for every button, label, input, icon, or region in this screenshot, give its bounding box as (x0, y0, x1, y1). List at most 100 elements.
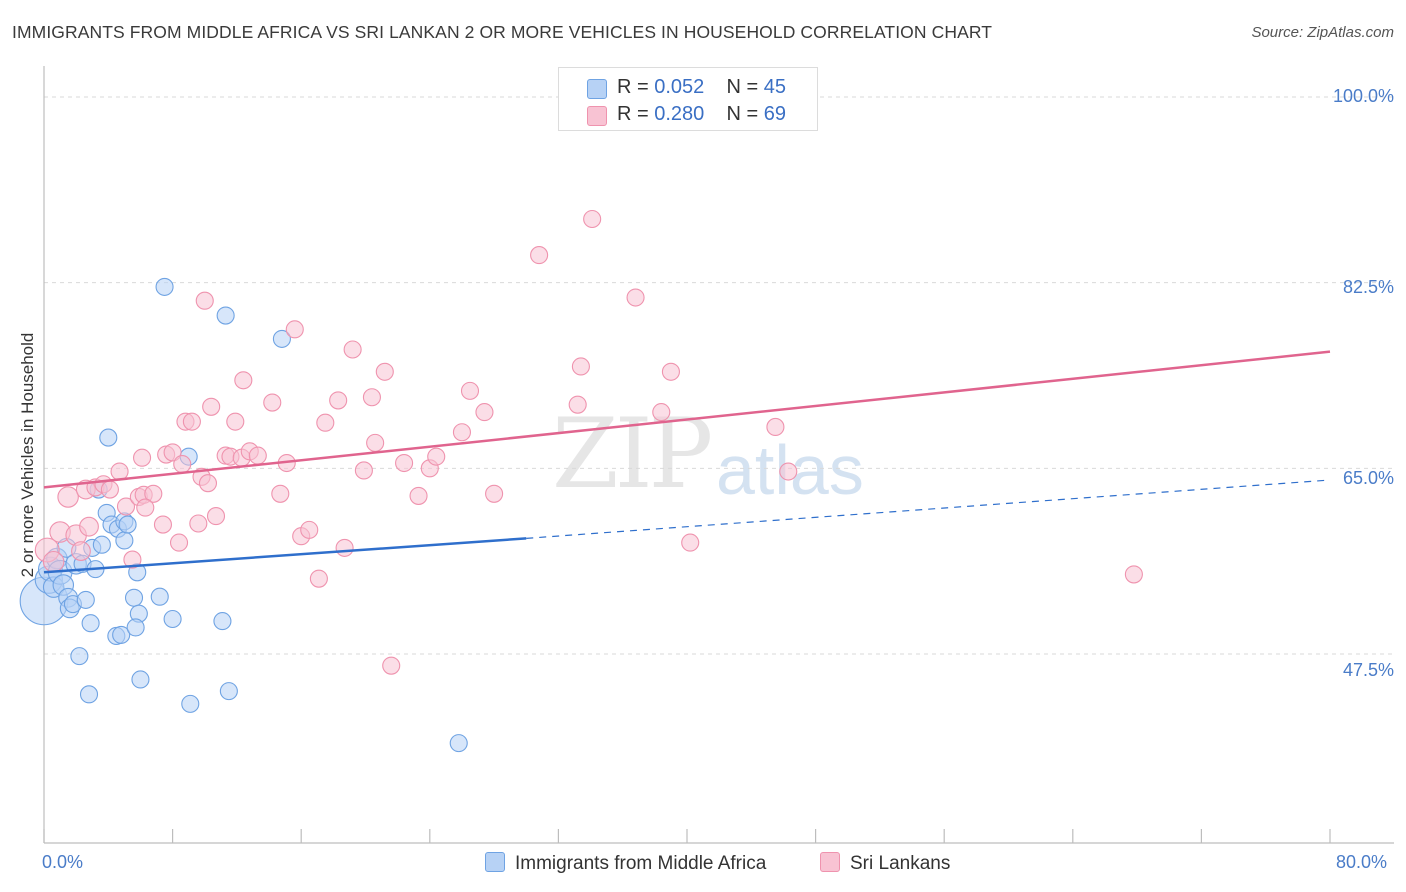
point-sri-lankan-3 (57, 486, 79, 508)
point-sri-lankan-37 (234, 371, 253, 390)
point-sri-lankan-56 (409, 486, 428, 505)
point-middle-africa-37 (163, 609, 182, 629)
point-middle-africa-27 (115, 531, 134, 550)
point-sri-lankan-10 (100, 480, 119, 499)
point-sri-lankan-31 (206, 507, 226, 526)
point-sri-lankan-5 (71, 541, 91, 561)
bottom-legend-swatch-pink (820, 852, 840, 872)
point-sri-lankan-69 (661, 362, 680, 381)
point-sri-lankan-30 (202, 397, 221, 416)
point-middle-africa-39 (181, 694, 200, 713)
point-sri-lankan-7 (79, 516, 99, 537)
correlation-legend: R = 0.052 N = 45 R = 0.280 N = 69 (558, 67, 818, 131)
point-sri-lankan-51 (362, 388, 381, 407)
point-sri-lankan-28 (195, 291, 214, 310)
point-middle-africa-34 (126, 618, 145, 637)
point-sri-lankan-44 (300, 520, 319, 539)
point-sri-lankan-22 (169, 533, 189, 552)
point-sri-lankan-55 (395, 453, 414, 473)
point-sri-lankan-60 (460, 381, 480, 400)
point-sri-lankan-26 (189, 514, 208, 533)
legend-swatch-pink (587, 106, 607, 126)
point-sri-lankan-58 (427, 447, 446, 466)
point-sri-lankan-21 (163, 443, 182, 462)
legend-swatch-blue (587, 79, 607, 99)
legend-r-value: 0.280 (654, 103, 705, 125)
point-sri-lankan-48 (335, 538, 354, 557)
y-axis-label: 2 or more Vehicles in Household (18, 332, 37, 578)
point-sri-lankan-72 (779, 462, 798, 481)
x-tick-label-max: 80.0% (1336, 852, 1388, 872)
point-sri-lankan-53 (375, 362, 394, 381)
point-middle-africa-36 (155, 277, 174, 296)
y-tick-label-82-5: 82.5% (1342, 277, 1394, 297)
legend-r-value: 0.052 (654, 76, 705, 98)
point-sri-lankan-34 (226, 412, 245, 431)
watermark-zip: ZIP (552, 398, 713, 510)
legend-n-value: 69 (763, 103, 787, 125)
bottom-legend-label: Immigrants from Middle Africa (515, 853, 767, 874)
point-sri-lankan-17 (133, 448, 152, 467)
point-middle-africa-16 (81, 614, 100, 633)
point-sri-lankan-67 (626, 288, 645, 307)
trend-line-sri-lankan (43, 350, 1331, 489)
point-sri-lankan-66 (583, 209, 602, 229)
point-sri-lankan-29 (198, 474, 218, 493)
point-sri-lankan-18 (136, 498, 155, 517)
point-sri-lankan-45 (309, 569, 328, 588)
legend-r-label: R = (617, 103, 655, 125)
point-sri-lankan-19 (153, 515, 173, 534)
point-sri-lankan-54 (382, 656, 401, 675)
point-sri-lankan-12 (116, 497, 136, 516)
y-tick-label-65: 65.0% (1342, 468, 1394, 488)
point-sri-lankan-11 (110, 462, 129, 481)
point-middle-africa-35 (150, 587, 169, 606)
point-sri-lankan-70 (681, 533, 700, 552)
point-middle-africa-30 (124, 588, 144, 607)
point-middle-africa-40 (213, 612, 232, 631)
point-sri-lankan-46 (316, 413, 335, 432)
trend-line-middle-africa-extension (526, 479, 1331, 539)
trend-line-middle-africa (43, 537, 527, 574)
point-sri-lankan-40 (271, 484, 290, 503)
legend-r-label: R = (617, 76, 655, 98)
point-sri-lankan-59 (452, 423, 472, 442)
y-tick-label-100: 100.0% (1332, 86, 1394, 106)
point-sri-lankan-71 (766, 417, 785, 437)
point-sri-lankan-50 (354, 461, 373, 480)
point-middle-africa-42 (219, 682, 238, 701)
legend-n-label: N = (726, 103, 764, 125)
point-sri-lankan-61 (475, 403, 494, 422)
point-sri-lankan-39 (263, 393, 282, 412)
source-label: Source: ZipAtlas.com (1251, 24, 1394, 41)
point-sri-lankan-16 (144, 484, 163, 503)
x-tick-label-min: 0.0% (42, 852, 84, 872)
point-sri-lankan-62 (485, 484, 504, 503)
point-sri-lankan-73 (1124, 565, 1143, 584)
point-middle-africa-43 (272, 329, 291, 348)
point-sri-lankan-1 (42, 550, 65, 573)
point-middle-africa-41 (216, 306, 235, 325)
legend-n-label: N = (726, 76, 764, 98)
point-middle-africa-26 (112, 625, 131, 644)
point-sri-lankan-25 (182, 412, 201, 431)
bottom-legend-swatch-blue (485, 852, 505, 872)
point-middle-africa-15 (79, 685, 99, 704)
point-sri-lankan-42 (285, 320, 304, 339)
bottom-legend-middle-africa: Immigrants from Middle Africa (485, 852, 766, 875)
point-sri-lankan-64 (568, 395, 587, 414)
point-sri-lankan-65 (571, 357, 590, 376)
y-tick-label-47-5: 47.5% (1342, 660, 1394, 680)
point-sri-lankan-68 (652, 403, 671, 422)
point-sri-lankan-13 (123, 550, 142, 569)
point-middle-africa-33 (131, 670, 150, 689)
point-middle-africa-12 (70, 647, 89, 666)
point-middle-africa-29 (118, 515, 137, 534)
chart-title: IMMIGRANTS FROM MIDDLE AFRICA VS SRI LAN… (12, 22, 993, 42)
bottom-legend-label: Sri Lankans (850, 853, 951, 874)
point-middle-africa-44 (449, 734, 468, 753)
point-sri-lankan-47 (329, 391, 348, 410)
point-sri-lankan-63 (530, 246, 549, 265)
point-sri-lankan-23 (173, 455, 192, 474)
